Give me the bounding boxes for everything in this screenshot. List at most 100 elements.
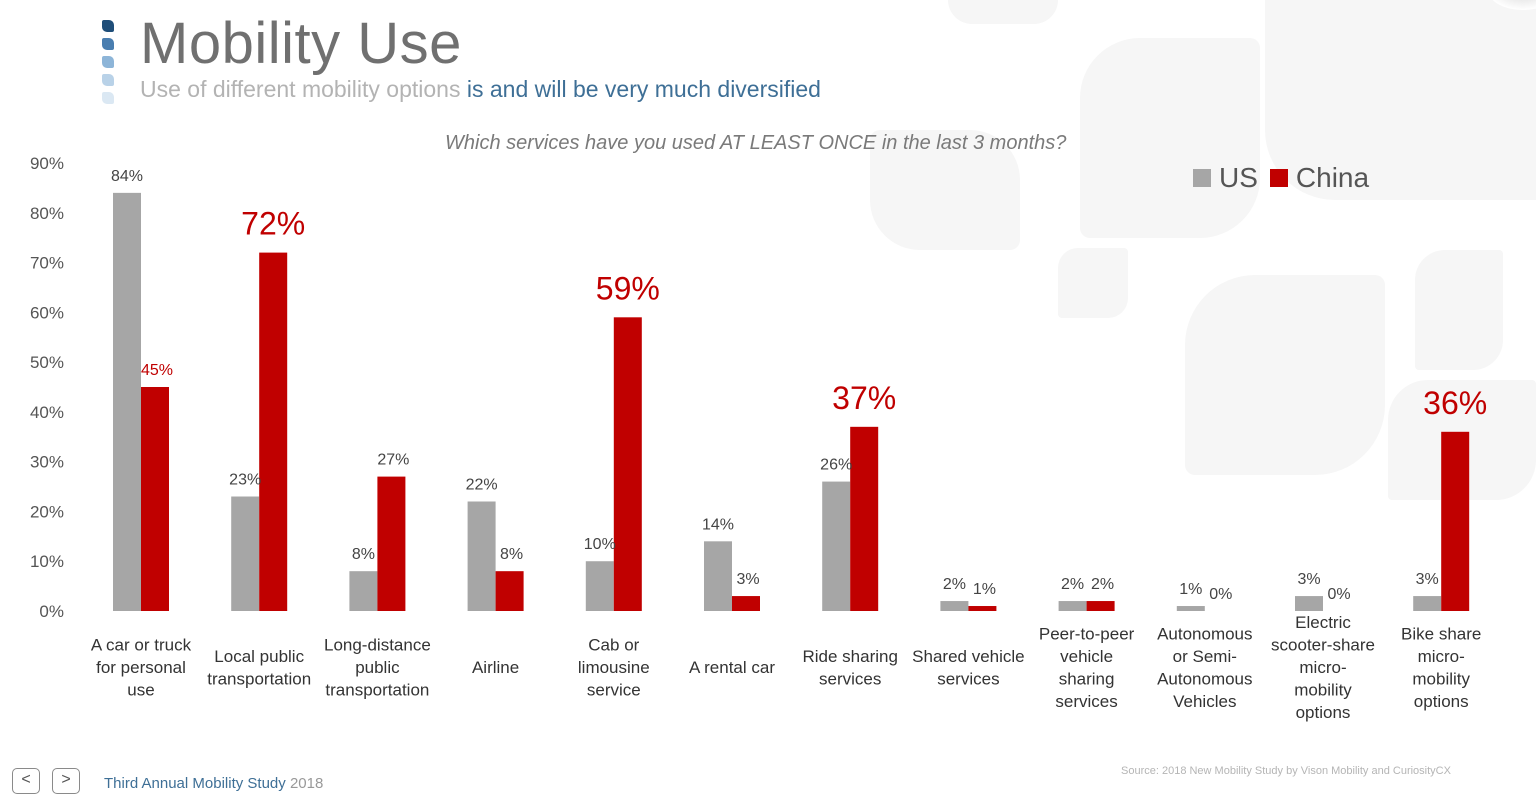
x-category-label: Cab or limousine service bbox=[578, 636, 650, 700]
y-tick-label: 40% bbox=[30, 403, 64, 422]
data-label-us: 2% bbox=[943, 576, 966, 593]
data-label-us: 22% bbox=[466, 476, 498, 493]
x-category-label-line: transportation bbox=[207, 669, 311, 688]
bar-us bbox=[349, 571, 378, 611]
x-category-label-line: A rental car bbox=[689, 658, 775, 677]
data-label-china: 1% bbox=[973, 581, 996, 598]
corner-decoration bbox=[1488, 0, 1536, 10]
x-category-label-line: micro- bbox=[1418, 647, 1465, 666]
bar-china bbox=[1441, 431, 1470, 611]
x-category-label-line: Autonomous bbox=[1157, 669, 1252, 688]
data-label-china: 0% bbox=[1327, 586, 1350, 603]
x-category-label-line: Electric bbox=[1295, 613, 1351, 632]
data-label-us: 10% bbox=[584, 536, 616, 553]
page-subtitle: Use of different mobility options is and… bbox=[140, 76, 821, 103]
previous-slide-button[interactable]: < bbox=[12, 768, 40, 794]
y-tick-label: 60% bbox=[30, 303, 64, 322]
background-shape bbox=[870, 130, 1020, 250]
x-category-label: Electric scooter-share micro-mobility optio… bbox=[1271, 613, 1375, 722]
page-title: Mobility Use bbox=[140, 11, 462, 76]
source-note: Source: 2018 New Mobility Study by Vison… bbox=[1121, 765, 1451, 777]
data-label-us: 23% bbox=[229, 472, 261, 489]
footer-study-label: Third Annual Mobility Study bbox=[104, 775, 290, 792]
x-category-label-line: options bbox=[1296, 703, 1351, 722]
x-category-label: Long-distance public transportation bbox=[324, 636, 431, 700]
x-category-label: Ride sharing services bbox=[802, 647, 897, 689]
x-category-label: Autonomous or Semi- Autonomous Vehicles bbox=[1157, 624, 1252, 711]
bar-china bbox=[968, 606, 997, 611]
bar-china bbox=[259, 252, 288, 611]
x-category-label-line: options bbox=[1414, 692, 1469, 711]
data-label-china: 45% bbox=[141, 362, 173, 379]
bar-us bbox=[585, 561, 614, 611]
x-category-label-line: A car or truck bbox=[91, 636, 192, 655]
background-shape bbox=[1058, 248, 1128, 318]
data-label-us: 8% bbox=[352, 546, 375, 563]
next-slide-button[interactable]: > bbox=[52, 768, 80, 794]
y-tick-label: 10% bbox=[30, 552, 64, 571]
bar-us bbox=[940, 601, 969, 611]
data-label-us: 26% bbox=[820, 457, 852, 474]
x-category-label: Shared vehicle services bbox=[912, 647, 1024, 689]
data-label-china: 27% bbox=[377, 452, 409, 469]
x-category-label-line: Autonomous bbox=[1157, 624, 1252, 643]
background-shape bbox=[1415, 250, 1503, 370]
y-tick-label: 70% bbox=[30, 254, 64, 273]
subtitle-light: Use of different mobility options bbox=[140, 76, 467, 102]
data-label-china: 0% bbox=[1209, 586, 1232, 603]
x-category-label-line: service bbox=[587, 681, 641, 700]
y-tick-label: 20% bbox=[30, 502, 64, 521]
x-category-label-line: mobility bbox=[1294, 681, 1352, 700]
bar-china bbox=[141, 387, 169, 611]
x-category-label-line: services bbox=[819, 669, 881, 688]
background-shape bbox=[1185, 275, 1385, 475]
background-shape bbox=[948, 0, 1058, 24]
x-category-label-line: micro- bbox=[1299, 658, 1346, 677]
legend-item-us: US bbox=[1193, 162, 1258, 194]
bar-china bbox=[850, 426, 879, 611]
title-accent-bar bbox=[102, 38, 114, 50]
data-label-us: 2% bbox=[1061, 576, 1084, 593]
x-category-label-line: Vehicles bbox=[1173, 692, 1236, 711]
legend-item-china: China bbox=[1269, 162, 1370, 194]
title-accent-bar bbox=[102, 56, 114, 68]
x-category-label-line: limousine bbox=[578, 658, 650, 677]
legend-label-us: US bbox=[1219, 162, 1258, 193]
x-category-label: Airline bbox=[472, 658, 519, 677]
x-category-label: A rental car bbox=[689, 658, 775, 677]
data-label-china-highlight: 37% bbox=[832, 380, 896, 416]
y-tick-label: 30% bbox=[30, 453, 64, 472]
x-category-label-line: Cab or bbox=[588, 636, 639, 655]
data-label-us: 1% bbox=[1179, 581, 1202, 598]
x-category-label-line: or Semi- bbox=[1173, 647, 1237, 666]
subtitle-emphasis: is and will be very much diversified bbox=[466, 76, 821, 102]
bar-us bbox=[113, 192, 141, 611]
x-category-label-line: use bbox=[127, 681, 154, 700]
x-category-label-line: Airline bbox=[472, 658, 519, 677]
legend-swatch-us bbox=[1193, 169, 1211, 187]
data-label-us: 3% bbox=[1416, 571, 1439, 588]
data-label-china-highlight: 59% bbox=[596, 270, 660, 306]
title-accent-bar bbox=[102, 20, 114, 32]
x-category-label-line: Shared vehicle bbox=[912, 647, 1024, 666]
data-label-china-highlight: 72% bbox=[241, 206, 305, 242]
y-tick-label: 0% bbox=[39, 602, 64, 621]
title-accent-bars bbox=[102, 20, 114, 110]
bar-us bbox=[231, 496, 260, 611]
x-category-label-line: public bbox=[355, 658, 400, 677]
x-category-label-line: scooter-share bbox=[1271, 636, 1375, 655]
y-tick-label: 50% bbox=[30, 353, 64, 372]
legend-label-china: China bbox=[1295, 162, 1370, 193]
chart-title: Which services have you used AT LEAST ON… bbox=[445, 132, 1067, 154]
bar-us bbox=[822, 481, 851, 611]
x-category-label-line: vehicle bbox=[1060, 647, 1113, 666]
title-accent-bar bbox=[102, 92, 114, 104]
x-category-label: A car or truck for personal use bbox=[91, 636, 192, 700]
x-category-label-line: sharing bbox=[1059, 669, 1115, 688]
title-accent-bar bbox=[102, 74, 114, 86]
data-label-china: 8% bbox=[500, 546, 523, 563]
bar-us bbox=[1058, 601, 1087, 611]
data-label-china: 2% bbox=[1091, 576, 1114, 593]
footer-study-name: Third Annual Mobility Study 2018 bbox=[104, 775, 323, 792]
